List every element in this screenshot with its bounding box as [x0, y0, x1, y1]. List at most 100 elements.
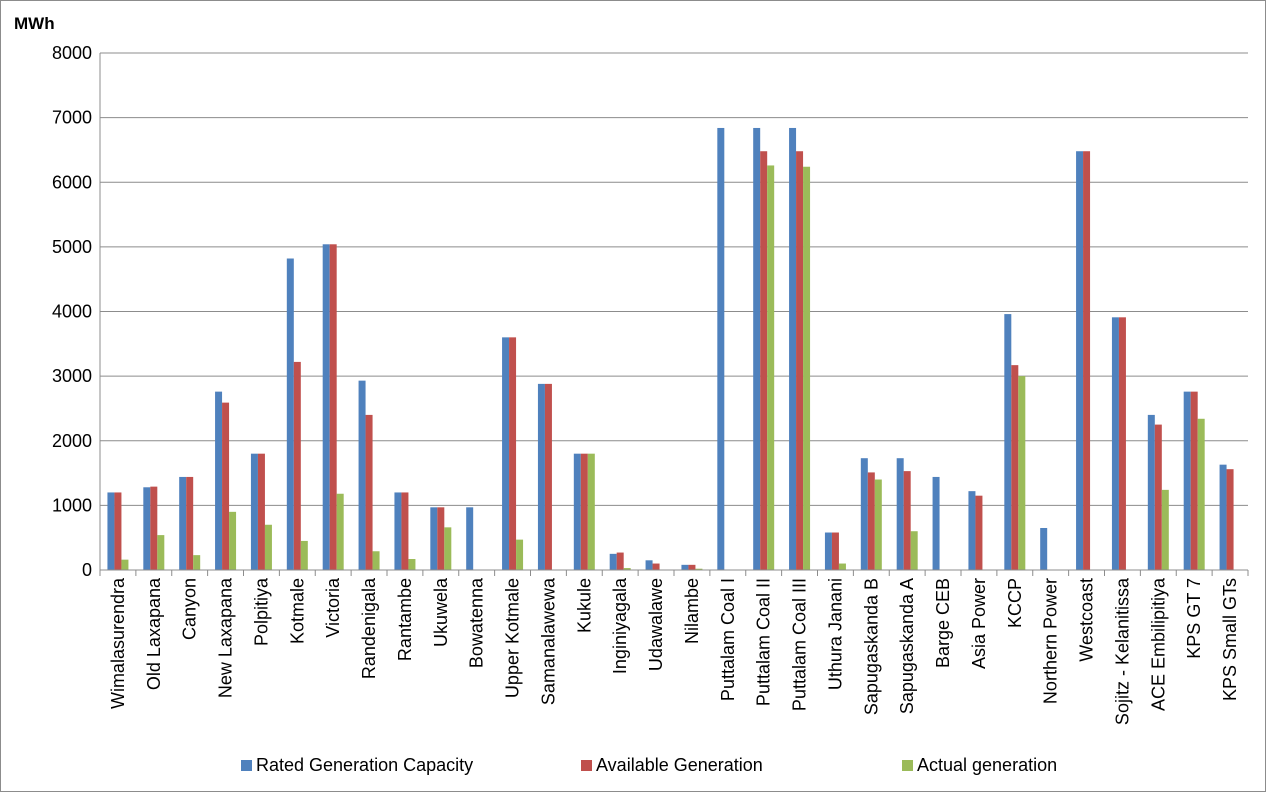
bar-2-7 [365, 414, 373, 570]
x-tick-label-17: Puttalam Coal I [718, 578, 738, 701]
bar-2-25 [1011, 365, 1019, 570]
bar-1-9 [430, 507, 438, 570]
bar-1-6 [322, 244, 330, 571]
bar-3-7 [372, 551, 380, 570]
bar-2-31 [1226, 469, 1234, 570]
x-tick-label-24: Asia Power [969, 578, 989, 669]
x-tick-label-27: Westcoast [1077, 578, 1097, 662]
bar-3-18 [767, 165, 775, 570]
legend-swatch-2 [581, 760, 592, 771]
y-tick-labels: 0 1000 2000 3000 4000 5000 6000 7000 8000 [52, 43, 92, 580]
bar-2-9 [437, 507, 445, 570]
x-tick-label-2: Canyon [180, 578, 200, 640]
x-tick-label-7: Randenigala [359, 577, 379, 679]
bar-1-18 [753, 127, 761, 570]
y-tick-label-7: 7000 [52, 108, 92, 128]
x-tick-label-21: Sapugaskanda B [861, 578, 881, 715]
y-tick-label-1: 1000 [52, 495, 92, 515]
y-tick-label-8: 8000 [52, 43, 92, 63]
x-tick-label-16: Nilambe [682, 578, 702, 644]
bar-2-14 [616, 552, 624, 570]
bar-1-1 [143, 487, 151, 570]
bar-3-16 [695, 568, 703, 570]
x-tick-label-19: Puttalam Coal III [790, 578, 810, 711]
bar-1-26 [1040, 527, 1048, 570]
x-tick-label-5: Kotmale [287, 578, 307, 644]
bar-2-22 [903, 471, 911, 570]
bar-1-27 [1076, 151, 1084, 571]
bar-1-31 [1219, 464, 1227, 570]
y-axis-unit-label: MWh [14, 14, 55, 33]
y-tick-label-2: 2000 [52, 431, 92, 451]
bar-3-4 [264, 524, 272, 570]
x-tick-label-11: Upper Kotmale [503, 578, 523, 698]
bar-1-2 [179, 476, 187, 570]
bar-3-11 [516, 539, 524, 570]
bar-3-14 [623, 568, 631, 570]
y-tick-label-3: 3000 [52, 366, 92, 386]
y-tick-label-0: 0 [82, 560, 92, 580]
x-tick-label-23: Barge CEB [933, 578, 953, 668]
bar-2-1 [150, 486, 158, 570]
x-tick-label-30: KPS GT 7 [1184, 578, 1204, 659]
x-tick-label-18: Puttalam Coal II [754, 578, 774, 706]
bar-3-30 [1197, 418, 1205, 570]
x-tick-label-3: New Laxapana [216, 577, 236, 698]
bar-3-3 [229, 511, 237, 570]
bar-1-23 [932, 476, 940, 570]
bar-3-19 [803, 166, 811, 571]
legend-label-2: Available Generation [596, 755, 763, 775]
bar-2-0 [114, 492, 122, 570]
bar-2-11 [509, 337, 517, 570]
bar-3-8 [408, 559, 416, 570]
x-tick-label-31: KPS Small GTs [1220, 578, 1240, 701]
x-tick-label-1: Old Laxapana [144, 577, 164, 690]
x-tick-label-9: Ukuwela [431, 577, 451, 647]
bar-2-5 [293, 361, 301, 570]
legend-swatch-3 [902, 760, 913, 771]
x-tick-label-0: Wimalasurendra [108, 577, 128, 709]
bar-2-12 [544, 383, 552, 570]
bar-2-30 [1190, 391, 1198, 570]
bar-2-24 [975, 495, 983, 570]
bar-2-18 [760, 151, 768, 571]
bar-2-19 [796, 151, 804, 571]
bar-1-5 [286, 258, 294, 570]
bar-1-15 [645, 560, 653, 570]
bar-2-2 [186, 476, 194, 570]
axes [99, 53, 1249, 576]
bar-2-8 [401, 492, 409, 570]
x-tick-label-13: Kukule [574, 578, 594, 633]
legend-swatch-1 [241, 760, 252, 771]
x-tick-label-14: Inginiyagala [610, 577, 630, 674]
bar-1-16 [681, 564, 689, 570]
bar-3-20 [838, 563, 846, 570]
bar-3-9 [444, 527, 452, 570]
gridlines [100, 52, 1248, 506]
bar-3-25 [1018, 376, 1026, 570]
bar-3-21 [874, 479, 882, 570]
bar-2-3 [222, 402, 230, 570]
bar-2-21 [867, 472, 875, 570]
bar-2-15 [652, 563, 660, 570]
bar-1-19 [789, 127, 797, 570]
bar-3-29 [1161, 489, 1169, 570]
x-tick-label-15: Udawalawe [646, 578, 666, 671]
x-tick-label-12: Samanalawewa [538, 577, 558, 705]
bar-2-27 [1083, 151, 1091, 571]
legend-label-1: Rated Generation Capacity [256, 755, 473, 775]
y-tick-label-6: 6000 [52, 172, 92, 192]
bar-1-14 [609, 553, 617, 570]
x-tick-label-28: Sojitz - Kelanitissa [1112, 577, 1132, 725]
bar-3-13 [587, 453, 595, 570]
bar-2-4 [257, 453, 265, 570]
bar-1-21 [860, 458, 868, 570]
bar-1-4 [250, 453, 258, 570]
bar-2-13 [580, 453, 588, 570]
bar-1-0 [107, 492, 115, 570]
bar-2-16 [688, 564, 696, 570]
bar-1-3 [215, 391, 223, 570]
bar-1-17 [717, 127, 725, 570]
bar-2-20 [831, 532, 839, 570]
